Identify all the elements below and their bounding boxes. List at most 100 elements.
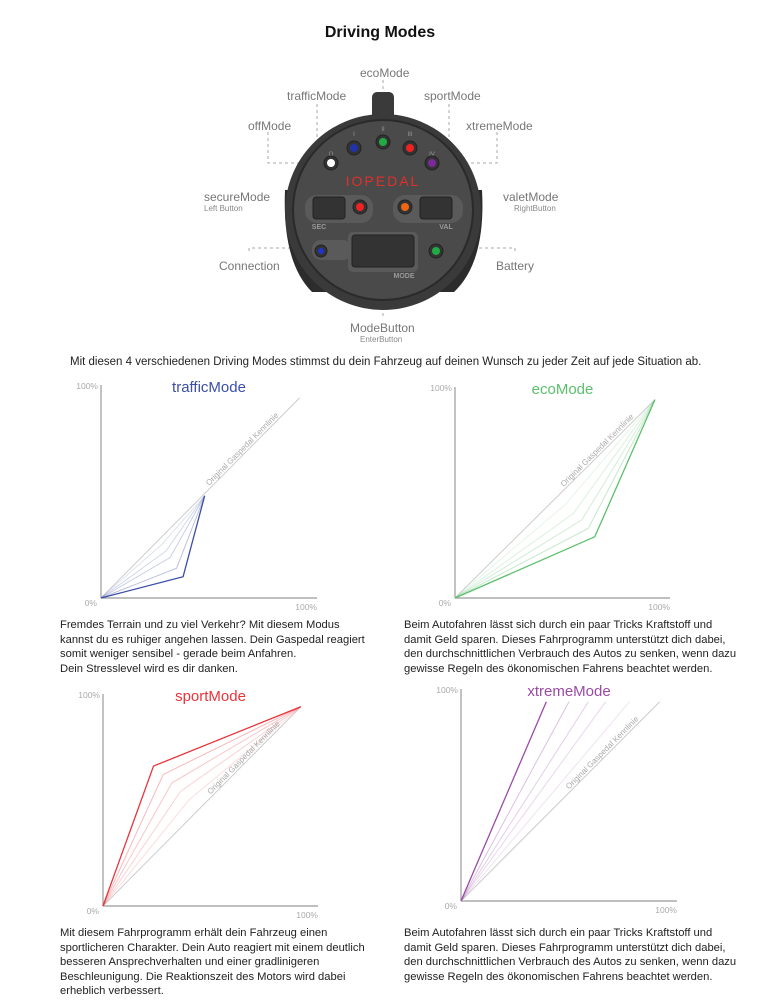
led-eco-indicator <box>379 138 387 146</box>
intermediate-curve <box>454 399 656 599</box>
mode-curve <box>102 706 302 907</box>
mode-label: MODE <box>394 273 415 280</box>
reference-line <box>102 706 302 907</box>
label-modebutton-sub: EnterButton <box>360 335 403 344</box>
intermediate-curve <box>454 399 656 599</box>
xtreme-description: Beim Autofahren lässt sich durch ein paa… <box>404 926 749 984</box>
led-val-indicator <box>401 203 409 211</box>
text-line: kannst du es ruhiger angehen lassen. Dei… <box>60 633 365 646</box>
led-label-sport: III <box>407 132 412 138</box>
text-line: Beschleunigung. Die Reaktionszeit des Mo… <box>60 970 346 983</box>
led-xtreme-indicator <box>428 159 436 167</box>
origin-tick: 0% <box>85 598 98 608</box>
led-sport-indicator <box>406 144 414 152</box>
y-max-tick: 100% <box>76 381 98 391</box>
reference-label: Original Gaspedal Kennlinie <box>206 719 283 796</box>
sport-description: Mit diesem Fahrprogramm erhält dein Fahr… <box>60 926 405 999</box>
led-label-off: O <box>329 152 334 158</box>
label-ecomode: ecoMode <box>360 66 410 80</box>
reference-label: Original Gaspedal Kennlinie <box>204 410 281 487</box>
led-label-traffic: I <box>353 132 355 138</box>
label-trafficmode: trafficMode <box>287 89 347 103</box>
intermediate-curve <box>460 701 607 902</box>
reference-line <box>454 399 656 599</box>
led-label-eco: II <box>381 127 385 133</box>
chart-title: trafficMode <box>172 379 246 396</box>
origin-tick: 0% <box>445 901 458 911</box>
label-xtrememode: xtremeMode <box>466 119 533 133</box>
text-line: Beim Autofahren lässt sich durch ein paa… <box>404 927 713 939</box>
label-valetmode: valetMode <box>503 190 559 204</box>
intermediate-curve <box>460 701 589 902</box>
intermediate-curve <box>460 701 570 902</box>
origin-tick: 0% <box>439 598 452 608</box>
label-battery: Battery <box>496 259 535 273</box>
text-line: Mit diesem Fahrprogramm erhält dein Fahr… <box>60 927 328 939</box>
sec-label: SEC <box>312 224 326 231</box>
label-connection: Connection <box>219 259 280 273</box>
intermediate-curve <box>102 706 302 907</box>
text-line: erheblich verbessert. <box>60 985 164 997</box>
origin-tick: 0% <box>87 906 100 916</box>
mode-curve <box>454 399 656 599</box>
y-max-tick: 100% <box>436 685 458 695</box>
text-line: Dein Stresslevel wird es dir danken. <box>60 662 238 675</box>
text-line: den durchschnittlichen Verbrauch des Aut… <box>404 956 737 968</box>
mode-curve <box>100 495 206 599</box>
intermediate-curve <box>454 399 656 599</box>
label-valetmode-sub: RightButton <box>514 204 556 213</box>
chart-sportMode: 100% 0% 100% sportMode Original Gaspedal Ken… <box>78 688 318 920</box>
led-label-xtreme: IV <box>429 152 435 158</box>
text-line: besseren Ansprechverhalten und einer gra… <box>60 956 320 968</box>
brand-logo: IOPEDAL <box>346 173 421 189</box>
reference-line <box>460 701 661 902</box>
text-line: Fremdes Terrain und zu viel Verkehr? Mit… <box>60 619 340 631</box>
reference-line <box>100 397 301 599</box>
led-sec-indicator <box>356 203 364 211</box>
chart-xtremeMode: 100% 0% 100% xtremeMode Original Gaspedal Ke… <box>436 683 677 915</box>
intermediate-curve <box>100 495 206 599</box>
text-line: gewisse Regeln des ökonomischen Fahrens … <box>404 970 713 983</box>
label-offmode: offMode <box>248 119 292 133</box>
led-conn-indicator <box>318 248 324 254</box>
intro-text: Mit diesen 4 verschiedenen Driving Modes… <box>70 356 702 368</box>
device-illustration: IOPEDAL O I II III IV SEC VAL MODE <box>248 80 516 316</box>
y-max-tick: 100% <box>78 690 100 700</box>
intermediate-curve <box>454 399 656 599</box>
text-line: gewisse Regeln des ökonomischen Fahrens … <box>404 662 713 675</box>
led-battery-indicator <box>432 247 440 255</box>
text-line: damit Geld sparen. Dieses Fahrprogramm u… <box>404 633 726 646</box>
chart-title: ecoMode <box>532 381 594 398</box>
chart-trafficMode: 100% 0% 100% trafficMode Original Gaspedal K… <box>76 379 317 612</box>
val-label: VAL <box>439 224 453 231</box>
traffic-description: Fremdes Terrain und zu viel Verkehr? Mit… <box>60 618 405 676</box>
chart-title: xtremeMode <box>527 683 610 700</box>
intermediate-curve <box>102 706 302 907</box>
text-line: den durchschnittlichen Verbrauch des Aut… <box>404 648 737 660</box>
x-max-tick: 100% <box>295 602 317 612</box>
reference-label: Original Gaspedal Kennlinie <box>564 714 641 791</box>
x-max-tick: 100% <box>655 905 677 915</box>
text-line: Beim Autofahren lässt sich durch ein paa… <box>404 619 713 631</box>
label-securemode-sub: Left Button <box>204 204 243 213</box>
intermediate-curve <box>100 495 206 599</box>
led-traffic-indicator <box>350 144 358 152</box>
x-max-tick: 100% <box>648 602 670 612</box>
page-title: Driving Modes <box>324 24 436 41</box>
label-securemode: secureMode <box>204 190 271 204</box>
label-sportmode: sportMode <box>424 89 481 103</box>
eco-description: Beim Autofahren lässt sich durch ein paa… <box>404 618 749 676</box>
chart-title: sportMode <box>175 688 246 705</box>
y-max-tick: 100% <box>430 383 452 393</box>
text-line: sportlicheren Charakter. Dein Auto reagi… <box>60 941 365 954</box>
x-max-tick: 100% <box>296 910 318 920</box>
intermediate-curve <box>102 706 302 907</box>
intermediate-curve <box>102 706 302 907</box>
intermediate-curve <box>460 701 630 902</box>
label-modebutton: ModeButton <box>350 321 415 335</box>
led-off-indicator <box>327 159 335 167</box>
intermediate-curve <box>100 495 206 599</box>
